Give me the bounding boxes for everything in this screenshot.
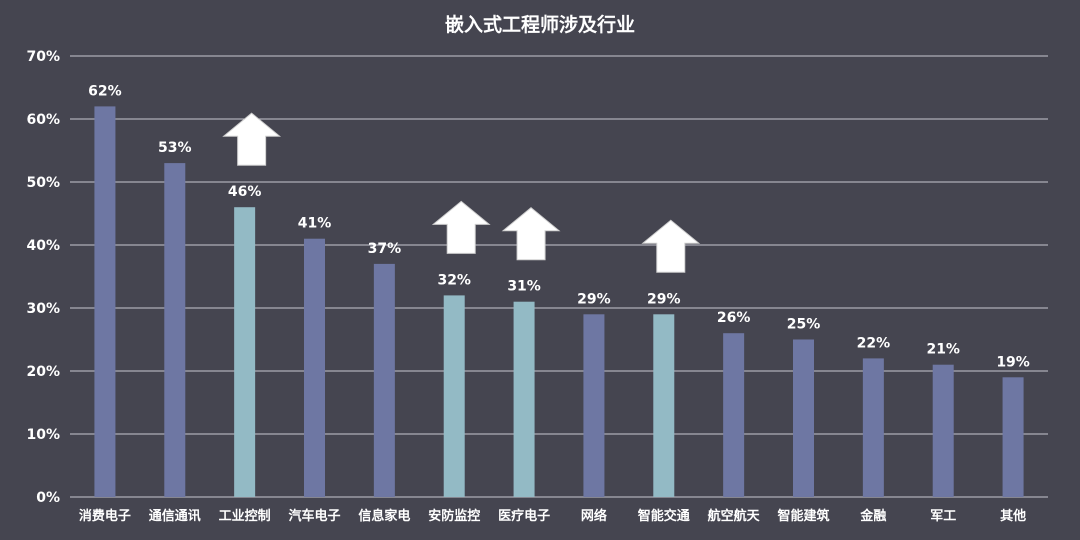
data-label: 21% xyxy=(926,342,960,358)
data-label: 26% xyxy=(717,310,751,326)
x-tick-label: 智能建筑 xyxy=(777,508,829,524)
y-tick-label: 20% xyxy=(26,364,60,380)
y-axis-ticks: 0% 10% 20% 30% 40% 50% 60% 70% xyxy=(26,49,60,506)
bar xyxy=(513,301,535,497)
bar xyxy=(653,314,675,497)
up-arrow-icon xyxy=(501,207,561,261)
y-tick-label: 50% xyxy=(26,175,60,191)
bar xyxy=(793,339,814,497)
x-tick-label: 金融 xyxy=(859,508,886,524)
x-tick-label: 网络 xyxy=(581,508,607,524)
bar xyxy=(234,207,256,497)
bar xyxy=(583,314,605,497)
bar xyxy=(304,238,325,497)
bar xyxy=(373,263,395,497)
y-tick-label: 0% xyxy=(36,490,60,506)
x-tick-label: 军工 xyxy=(930,509,956,524)
data-label: 25% xyxy=(787,317,821,333)
up-arrow-icon xyxy=(431,200,491,254)
trend-arrows xyxy=(222,112,701,273)
x-tick-label: 汽车电子 xyxy=(288,508,340,524)
bar xyxy=(723,333,745,497)
bar xyxy=(862,358,884,497)
data-label: 46% xyxy=(228,184,262,200)
data-label: 53% xyxy=(158,140,192,156)
data-label: 31% xyxy=(507,279,541,295)
x-tick-label: 医疗电子 xyxy=(498,508,550,524)
data-label: 22% xyxy=(857,335,891,351)
x-tick-label: 航空航天 xyxy=(708,508,761,524)
data-label: 29% xyxy=(647,291,681,307)
data-label: 19% xyxy=(996,354,1030,370)
y-tick-label: 60% xyxy=(26,112,60,128)
bar xyxy=(94,106,116,498)
data-label: 32% xyxy=(437,272,471,288)
x-tick-label: 工业控制 xyxy=(219,508,271,524)
y-tick-label: 10% xyxy=(26,427,60,443)
bar xyxy=(1002,377,1024,497)
data-label: 29% xyxy=(577,291,611,307)
data-labels: 62% 53% 46% 41% 37% 32% 31% 29% 29% 26% 25% 22% 21% 1… xyxy=(88,83,1030,370)
x-tick-label: 智能交通 xyxy=(638,508,690,524)
data-label: 62% xyxy=(88,83,122,99)
bars xyxy=(94,106,1024,498)
data-label: 41% xyxy=(298,216,332,232)
x-tick-label: 消费电子 xyxy=(79,508,131,524)
bar xyxy=(164,163,186,497)
x-tick-label: 安防监控 xyxy=(428,508,480,524)
x-tick-label: 通信通讯 xyxy=(149,508,201,524)
bar xyxy=(443,295,465,497)
data-label: 37% xyxy=(368,241,402,257)
bar xyxy=(932,364,954,497)
up-arrow-icon xyxy=(222,112,282,166)
x-axis-ticks: 消费电子 通信通讯 工业控制 汽车电子 信息家电 安防监控 医疗电子 网络 智能交通 航空航天 智能… xyxy=(79,508,1026,524)
gridlines xyxy=(70,55,1048,498)
x-tick-label: 其他 xyxy=(1000,508,1026,524)
y-tick-label: 70% xyxy=(26,49,60,65)
chart-title: 嵌入式工程师涉及行业 xyxy=(445,13,635,36)
up-arrow-icon xyxy=(641,219,701,273)
y-tick-label: 40% xyxy=(26,238,60,254)
y-tick-label: 30% xyxy=(26,301,60,317)
x-tick-label: 信息家电 xyxy=(358,508,410,524)
